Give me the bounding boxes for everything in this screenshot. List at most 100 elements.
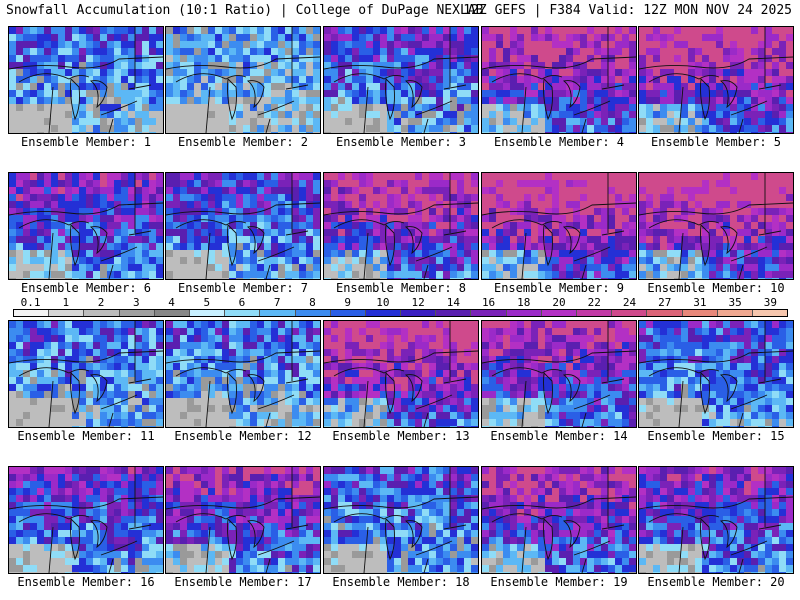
- colorbar-swatch: [295, 310, 331, 316]
- ensemble-member-label: Ensemble Member: 15: [647, 429, 785, 443]
- colorbar-tick: 7: [273, 296, 281, 309]
- colorbar-swatch: [330, 310, 366, 316]
- colorbar-swatch: [717, 310, 753, 316]
- colorbar-swatch: [541, 310, 577, 316]
- colorbar-swatch: [752, 310, 788, 316]
- ensemble-member-map: [165, 320, 321, 428]
- ensemble-member-map: [8, 320, 164, 428]
- ensemble-member-map: [8, 466, 164, 574]
- colorbar-tick: 9: [344, 296, 351, 309]
- ensemble-member-label: Ensemble Member: 18: [332, 575, 470, 589]
- colorbar-swatch: [49, 310, 85, 316]
- colorbar-swatch: [365, 310, 402, 316]
- ensemble-member-map: [638, 320, 794, 428]
- snowfall-field: [482, 321, 636, 427]
- colorbar-tick: 16: [481, 296, 496, 309]
- ensemble-member-map: [481, 172, 637, 280]
- colorbar-tick: 20: [552, 296, 566, 309]
- snowfall-field: [166, 173, 320, 279]
- ensemble-member-map: [323, 26, 479, 134]
- colorbar-swatch: [154, 310, 190, 316]
- colorbar-swatch: [471, 310, 507, 316]
- colorbar-tick: 3: [132, 296, 140, 309]
- ensemble-member-map: [165, 466, 321, 574]
- snowfall-field: [166, 321, 320, 427]
- snowfall-field: [639, 321, 793, 427]
- colorbar-tick: 39: [763, 296, 777, 309]
- snowfall-field: [324, 467, 478, 573]
- snowfall-field: [9, 321, 163, 427]
- snowfall-colorbar: [13, 309, 788, 317]
- ensemble-member-map: [323, 172, 479, 280]
- snowfall-field: [324, 321, 478, 427]
- ensemble-member-map: [8, 172, 164, 280]
- colorbar-swatch: [84, 310, 120, 316]
- colorbar-tick: 0.1: [20, 296, 41, 309]
- snowfall-field: [482, 467, 636, 573]
- colorbar-swatch: [436, 310, 472, 316]
- snowfall-field: [324, 27, 478, 133]
- colorbar-tick: 14: [446, 296, 460, 309]
- ensemble-member-label: Ensemble Member: 11: [17, 429, 155, 443]
- snowfall-field: [482, 27, 636, 133]
- colorbar-swatch: [260, 310, 296, 316]
- colorbar-swatch: [647, 310, 683, 316]
- colorbar-swatch: [506, 310, 542, 316]
- map-title: Snowfall Accumulation (10:1 Ratio) | Col…: [6, 3, 484, 18]
- ensemble-member-label: Ensemble Member: 2: [177, 135, 309, 149]
- snowfall-field: [9, 173, 163, 279]
- snowfall-field: [324, 173, 478, 279]
- colorbar-tick-labels: 0.1 1 2 3 4 5 6 7 8 9 10 12 14 16 18 20 22 24 27 31 35 39: [13, 296, 788, 309]
- snowfall-field: [639, 173, 793, 279]
- ensemble-member-label: Ensemble Member: 17: [174, 575, 312, 589]
- colorbar-tick: 6: [238, 296, 246, 309]
- ensemble-member-map: [323, 466, 479, 574]
- snowfall-field: [9, 467, 163, 573]
- ensemble-member-map: [165, 172, 321, 280]
- ensemble-member-label: Ensemble Member: 6: [20, 281, 152, 295]
- colorbar-swatch: [225, 310, 261, 316]
- colorbar-tick: 8: [309, 296, 316, 309]
- ensemble-member-label: Ensemble Member: 19: [490, 575, 628, 589]
- colorbar-tick: 31: [693, 296, 707, 309]
- ensemble-member-label: Ensemble Member: 5: [650, 135, 782, 149]
- colorbar-swatch: [401, 310, 437, 316]
- colorbar-tick: 18: [517, 296, 531, 309]
- snowfall-field: [639, 27, 793, 133]
- ensemble-member-label: Ensemble Member: 16: [17, 575, 155, 589]
- ensemble-member-label: Ensemble Member: 8: [335, 281, 467, 295]
- ensemble-member-label: Ensemble Member: 20: [647, 575, 785, 589]
- colorbar-tick: 35: [728, 296, 742, 309]
- snowfall-field: [166, 467, 320, 573]
- colorbar-tick: 24: [622, 296, 637, 309]
- colorbar-tick: 27: [658, 296, 672, 309]
- ensemble-member-map: [638, 26, 794, 134]
- colorbar-tick: 2: [97, 296, 105, 309]
- colorbar-tick: 5: [203, 296, 211, 309]
- colorbar-tick: 1: [62, 296, 70, 309]
- colorbar-tick: 4: [168, 296, 175, 309]
- ensemble-member-map: [481, 26, 637, 134]
- colorbar-swatch: [682, 310, 718, 316]
- colorbar-swatch: [119, 310, 155, 316]
- ensemble-member-map: [323, 320, 479, 428]
- ensemble-member-map: [638, 466, 794, 574]
- ensemble-member-label: Ensemble Member: 3: [335, 135, 467, 149]
- ensemble-member-label: Ensemble Member: 10: [647, 281, 785, 295]
- colorbar-swatch: [612, 310, 648, 316]
- ensemble-member-map: [481, 466, 637, 574]
- snowfall-field: [166, 27, 320, 133]
- ensemble-member-label: Ensemble Member: 7: [177, 281, 309, 295]
- snowfall-field: [639, 467, 793, 573]
- ensemble-member-label: Ensemble Member: 9: [493, 281, 625, 295]
- snowfall-field: [482, 173, 636, 279]
- ensemble-member-map: [8, 26, 164, 134]
- colorbar-swatch: [189, 310, 226, 316]
- ensemble-member-map: [638, 172, 794, 280]
- colorbar-tick: 22: [587, 296, 601, 309]
- colorbar-tick: 12: [411, 296, 425, 309]
- ensemble-member-map: [481, 320, 637, 428]
- ensemble-member-label: Ensemble Member: 13: [332, 429, 470, 443]
- ensemble-member-label: Ensemble Member: 4: [493, 135, 625, 149]
- ensemble-member-map: [165, 26, 321, 134]
